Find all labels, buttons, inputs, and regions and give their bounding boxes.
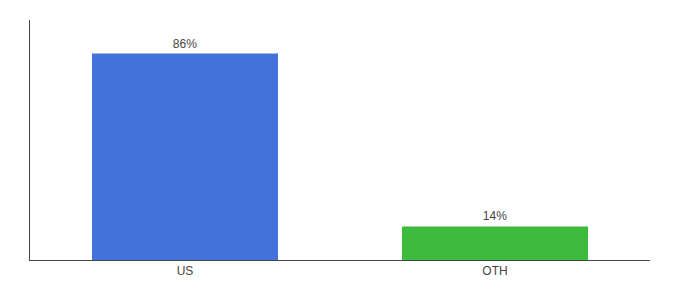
svg-text:OTH: OTH [482,264,507,278]
svg-text:14%: 14% [483,209,507,223]
svg-text:86%: 86% [173,37,197,51]
svg-text:US: US [177,264,194,278]
